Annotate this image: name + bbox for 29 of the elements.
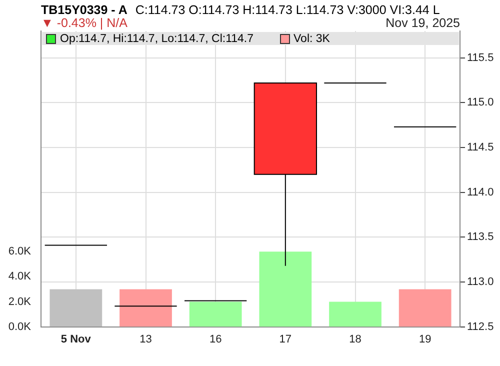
y2-tick-label: 6.0K [8,246,32,258]
text: Op:114.7, Hi:114.7, Lo:114.7, Cl:114.7 [60,32,254,44]
x-tick-label: 16 [209,333,222,346]
legend-label: Vol: 3K [294,32,330,44]
x-tick-label: 17 [279,333,292,346]
y2-tick-label: 4.0K [8,270,32,283]
x-tick-label: 18 [349,333,362,346]
x-tick-label: 13 [140,333,152,346]
chart-title: TB15Y0339 - A [41,3,128,17]
bar [50,289,102,327]
text: Nov 19, 2025 [386,16,460,30]
y2-tick-label: 0.0K [8,320,32,333]
bar [120,289,172,327]
y-tick-label: 115.5 [467,52,494,64]
x-tick-label: 5 Nov [60,333,92,346]
y-tick-label: 114.0 [467,186,494,198]
bar [189,302,242,327]
y2-tick-label: 2.0K [8,296,32,308]
y-tick-label: 115.0 [467,96,494,109]
bar [398,289,452,327]
x-tick-label: 19 [418,333,432,346]
bar [329,302,382,327]
y-tick-label: 112.5 [467,320,494,333]
y-tick-label: 113.5 [467,231,494,244]
y-tick-label: 113.0 [467,276,494,288]
text: ▼ -0.43% | N/A [41,16,128,30]
chart-subtitle: C:114.73 O:114.73 H:114.73 L:114.73 V:3000 VI:3.44 L [135,3,440,17]
y-tick-label: 114.5 [467,142,494,154]
bar [259,252,312,327]
